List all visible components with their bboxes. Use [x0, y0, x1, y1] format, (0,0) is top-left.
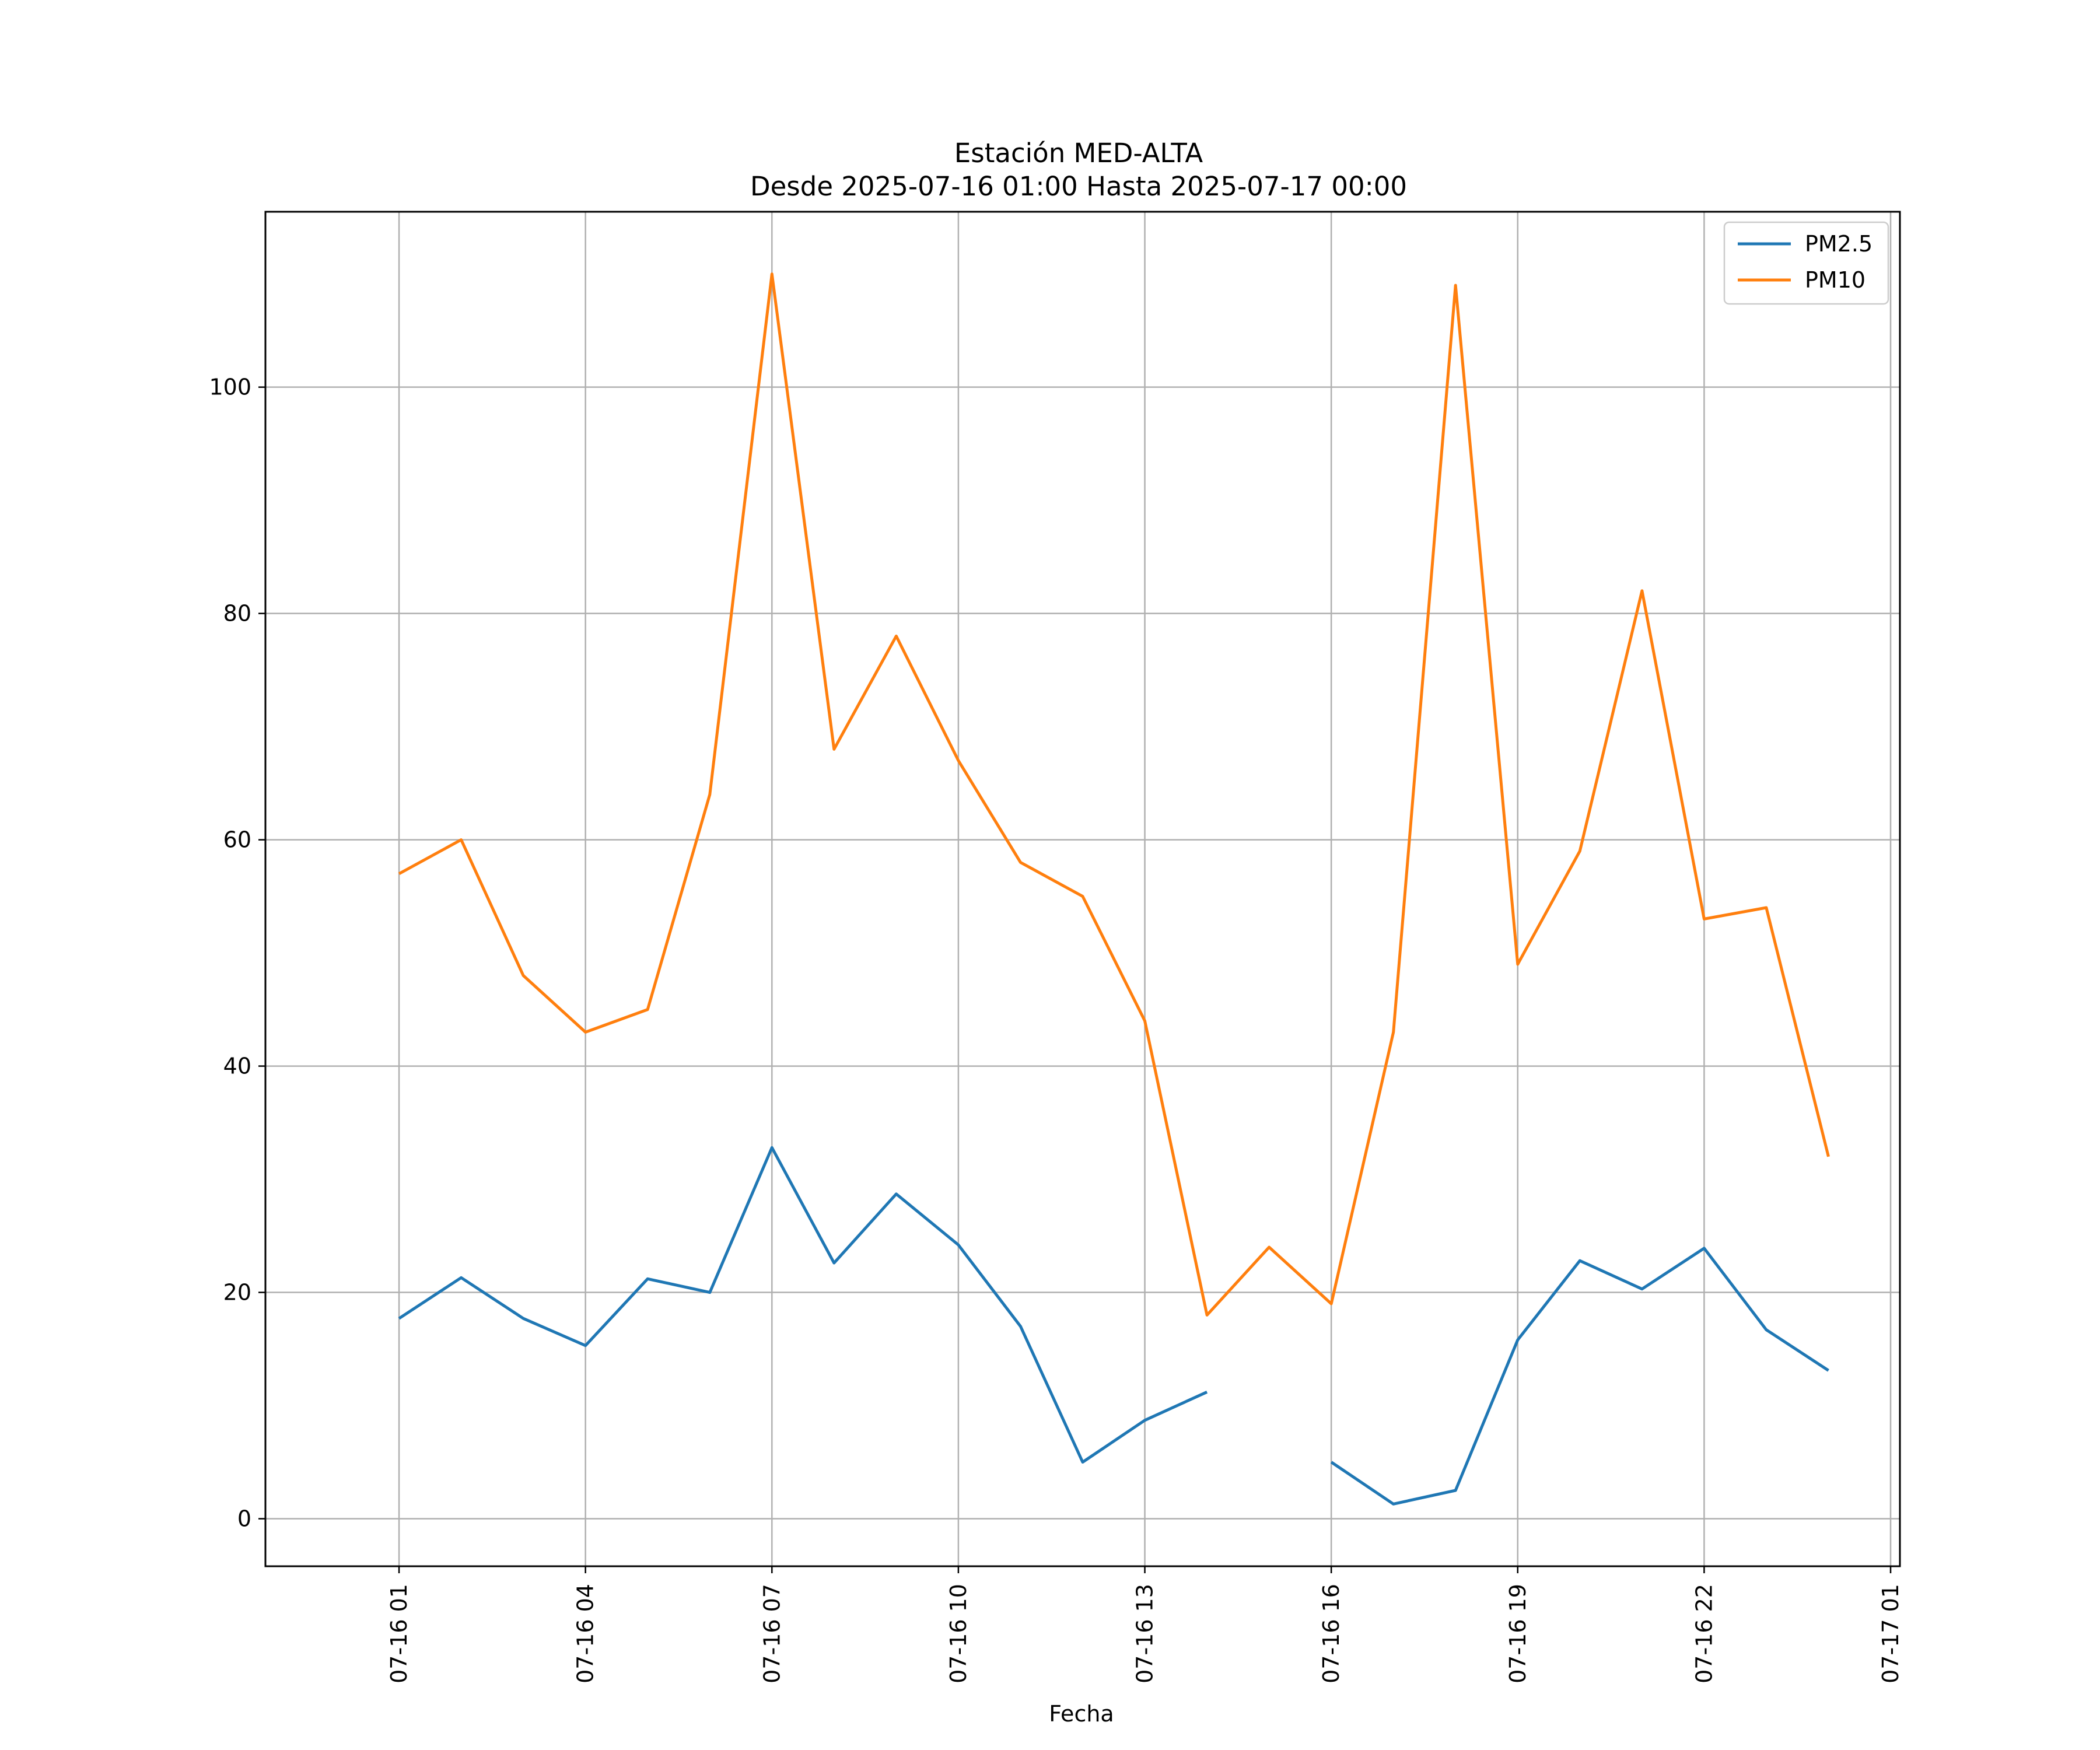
y-tick-label: 40 — [223, 1054, 251, 1079]
y-tick-label: 100 — [209, 374, 251, 400]
y-tick-label: 20 — [223, 1280, 251, 1306]
series-line-pm25 — [398, 1146, 1829, 1506]
legend-label-pm10: PM10 — [1805, 267, 1866, 293]
y-tick-label: 80 — [223, 601, 251, 626]
axis-ticks: 0 20 40 60 80 100 07-16 01 07-16 04 07-16 07 07-1… — [209, 374, 1903, 1684]
legend-label-pm25: PM2.5 — [1805, 231, 1873, 257]
x-tick-label: 07-16 19 — [1505, 1584, 1531, 1684]
legend: PM2.5 PM10 — [1723, 221, 1889, 305]
plot-frame — [264, 211, 1901, 1567]
x-tick-label: 07-16 07 — [759, 1584, 785, 1684]
y-tick-label: 0 — [237, 1506, 251, 1532]
x-tick-label: 07-17 01 — [1878, 1584, 1903, 1684]
x-axis-label: Fecha — [1049, 1701, 1114, 1727]
x-tick-label: 07-16 13 — [1132, 1584, 1158, 1684]
x-tick-label: 07-16 10 — [946, 1584, 971, 1684]
x-tick-label: 07-16 04 — [573, 1584, 598, 1684]
x-tick-label: 07-16 16 — [1318, 1584, 1344, 1684]
series-lines — [398, 272, 1830, 1506]
chart-subtitle: Desde 2025-07-16 01:00 Hasta 2025-07-17 … — [750, 171, 1407, 202]
chart-title: Estación MED-ALTA — [954, 138, 1203, 169]
series-line-pm10 — [398, 272, 1830, 1317]
grid — [265, 212, 1900, 1566]
x-tick-label: 07-16 01 — [386, 1584, 412, 1684]
y-tick-label: 60 — [223, 827, 251, 853]
x-tick-label: 07-16 22 — [1691, 1584, 1717, 1684]
